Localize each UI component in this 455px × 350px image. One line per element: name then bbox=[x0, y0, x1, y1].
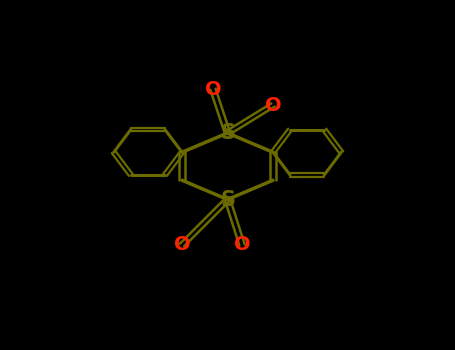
Text: S: S bbox=[220, 189, 235, 210]
Text: O: O bbox=[205, 80, 221, 99]
Text: S: S bbox=[220, 123, 235, 143]
Text: O: O bbox=[174, 236, 190, 254]
Text: O: O bbox=[265, 96, 281, 114]
Text: O: O bbox=[234, 236, 250, 254]
